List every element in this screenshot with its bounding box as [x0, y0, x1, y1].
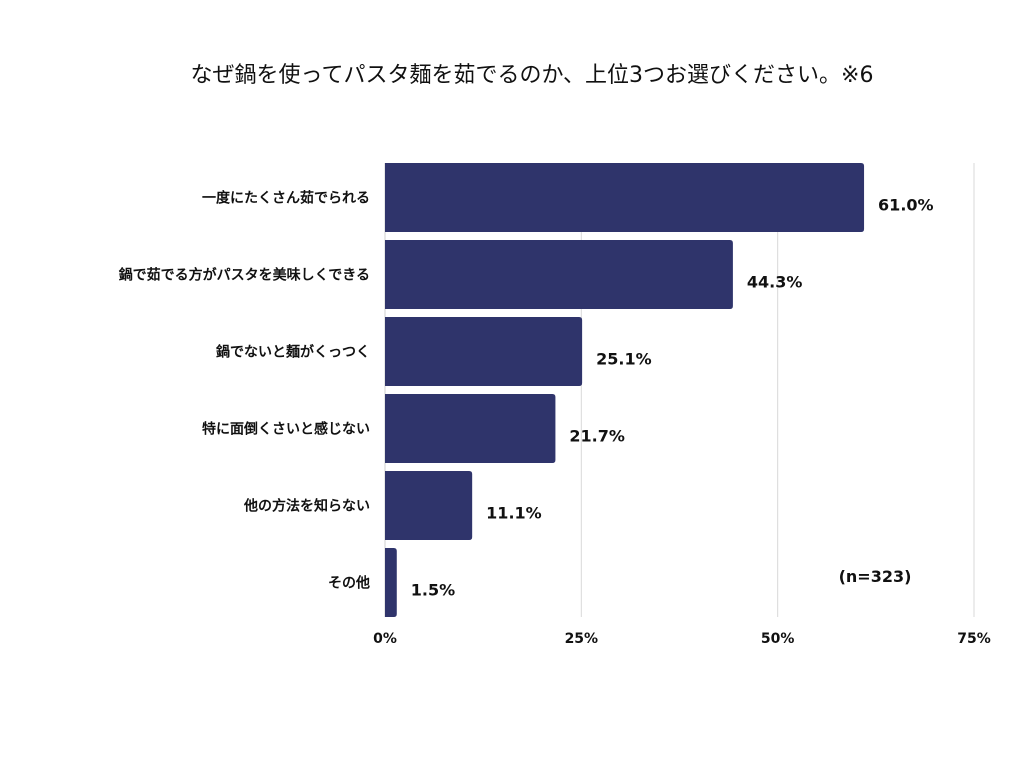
- x-tick-label: 75%: [957, 631, 991, 647]
- category-label: 特に面倒くさいと感じない: [202, 421, 370, 438]
- gridlines: [384, 163, 975, 617]
- bar: [385, 471, 473, 540]
- bar: [385, 163, 865, 232]
- category-label: 鍋で茹でる方がパスタを美味しくできる: [119, 267, 370, 284]
- data-label: 44.3%: [747, 273, 803, 292]
- data-label: 21.7%: [569, 427, 625, 446]
- labels: 0% 25% 50% 75% 一度にたくさん茹でられる 61.0% 鍋で茹でる方がパスタを美…: [119, 190, 991, 648]
- data-label: 1.5%: [411, 581, 455, 600]
- bar: [385, 240, 733, 309]
- chart-title: なぜ鍋を使ってパスタ麺を茹でるのか、上位3つお選びください。※6: [191, 63, 874, 88]
- data-label: 11.1%: [486, 504, 542, 523]
- data-label: 25.1%: [596, 350, 652, 369]
- bar: [385, 548, 397, 617]
- bar: [385, 394, 556, 463]
- x-tick-label: 50%: [761, 631, 795, 647]
- category-label: 鍋でないと麺がくっつく: [216, 344, 370, 361]
- x-tick-label: 0%: [373, 631, 397, 647]
- category-label: その他: [328, 575, 370, 592]
- bar: [385, 317, 583, 386]
- category-label: 一度にたくさん茹でられる: [202, 190, 370, 207]
- bars: [385, 163, 865, 617]
- x-tick-label: 25%: [565, 631, 599, 647]
- data-label: 61.0%: [878, 196, 934, 215]
- category-label: 他の方法を知らない: [243, 498, 370, 515]
- sample-size-annotation: (n=323): [839, 567, 912, 586]
